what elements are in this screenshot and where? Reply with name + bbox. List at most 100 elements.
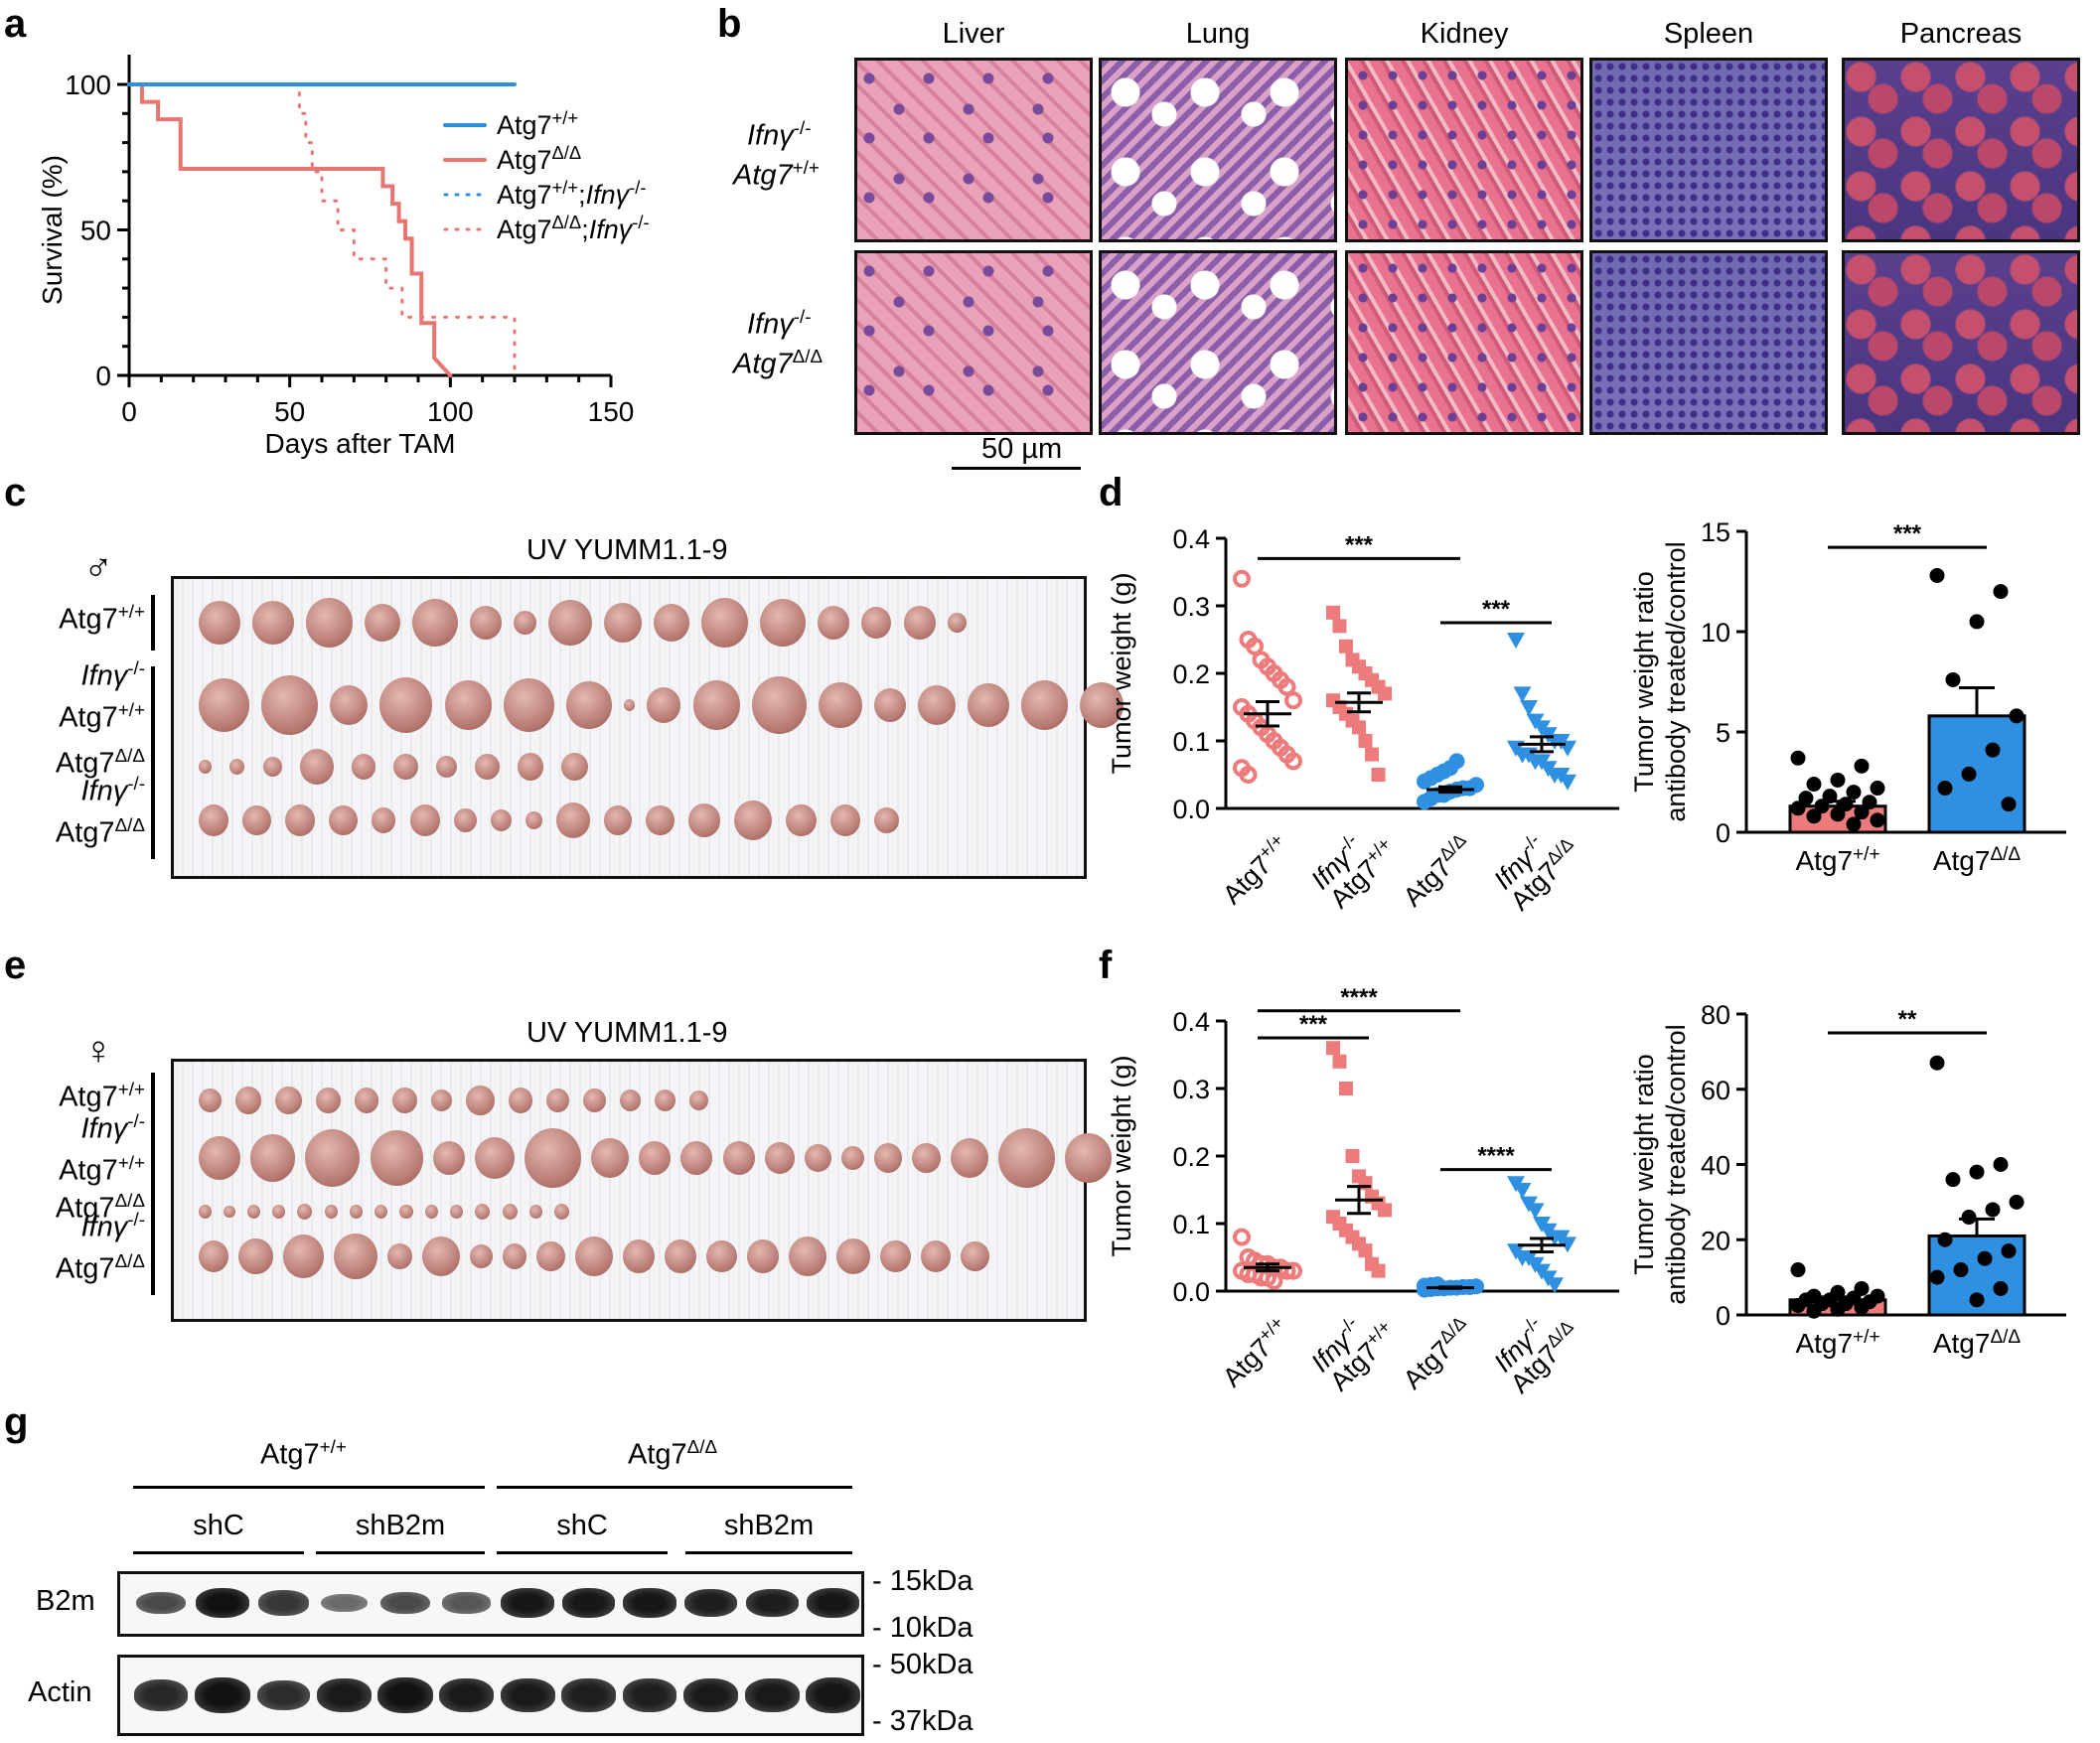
y-tick-label: 0.2 [1172, 659, 1210, 689]
row-label-part: Δ/Δ [114, 745, 145, 766]
tumor [603, 805, 633, 835]
histology-row-label-part: -/- [793, 306, 812, 327]
tumor [246, 1205, 260, 1219]
tumor [947, 613, 967, 633]
y-tick-label-part: 0.4 [1172, 1007, 1210, 1037]
data-point [1870, 781, 1885, 797]
row-bracket [151, 1188, 155, 1235]
histology-row-label: Ifnγ-/- [747, 306, 812, 342]
tumor [444, 680, 492, 730]
row-label-part: Atg7 [55, 816, 115, 849]
blot-band [501, 1588, 554, 1618]
tumor [874, 807, 899, 833]
tumor [528, 1205, 542, 1219]
tumor [199, 601, 240, 645]
tumor [786, 804, 817, 836]
x-tick-label: 150 [588, 396, 635, 427]
tumor [574, 1236, 613, 1276]
subgroup-label-part: shC [193, 1510, 244, 1541]
y-tick-label: 10 [1701, 618, 1730, 648]
legend-label-part: Atg7 [497, 145, 552, 175]
x-tick-label-part: 50 [274, 396, 305, 427]
row-label: Atg7+/+ [59, 699, 145, 735]
data-point [1929, 567, 1945, 583]
legend-label-part: ; [578, 180, 586, 210]
histology-row-label-part: Δ/Δ [792, 346, 824, 366]
significance-label: ** [1898, 1006, 1917, 1033]
tumor-ratio-chart-d: 0 5 10 15 Tumor weight ratio antibody treated… [1629, 517, 2066, 876]
row-label-part: Atg7 [55, 1192, 115, 1225]
tumor [272, 1205, 286, 1219]
tumor [873, 1143, 903, 1173]
y-tick-label: 100 [65, 70, 111, 100]
y-tick-label: 0.0 [1172, 795, 1210, 824]
tumor [692, 680, 740, 730]
y-tick-label-part: 100 [65, 70, 111, 100]
y-tick-label-part: 0.1 [1172, 1210, 1210, 1239]
y-tick-label-part: 40 [1701, 1151, 1730, 1181]
tumor [249, 1134, 296, 1182]
tumor [399, 1205, 413, 1219]
data-point [1265, 1271, 1283, 1290]
histology-column-label-part: Spleen [1663, 18, 1754, 50]
tumor [199, 1240, 229, 1272]
tumor [284, 804, 316, 836]
y-axis-label-part: Survival (%) [37, 155, 68, 305]
blot-band [806, 1588, 860, 1618]
tumor [653, 604, 689, 642]
significance-label: *** [1482, 596, 1511, 623]
tumor [950, 1138, 988, 1178]
data-point [1790, 750, 1806, 766]
y-axis-label-part: Tumor weight (g) [1107, 572, 1136, 774]
data-point [1559, 774, 1576, 791]
data-point [1993, 1280, 2009, 1296]
y-tick-label: 60 [1701, 1076, 1730, 1105]
y-tick-label: 0 [1716, 1301, 1730, 1331]
legend-label-part: Atg7 [497, 180, 552, 210]
data-point [2009, 1194, 2025, 1210]
histology-image [854, 58, 1093, 242]
data-point [1806, 808, 1822, 824]
y-tick-label: 0 [1716, 818, 1730, 848]
data-point [1448, 753, 1465, 770]
data-point [1790, 1262, 1806, 1278]
row-bracket [151, 1119, 155, 1197]
tumor [638, 1141, 672, 1175]
x-tick-label-part: 0 [121, 396, 137, 427]
histology-image [1099, 250, 1337, 435]
blot-band [380, 1591, 430, 1615]
x-category-label-part: Atg7 [1933, 845, 1991, 876]
row-label: Atg7Δ/Δ [56, 745, 145, 781]
histology-image [1345, 250, 1583, 435]
histology-row-label: Atg7Δ/Δ [733, 346, 823, 381]
tumor [622, 1239, 656, 1273]
histology-row-label-part: +/+ [792, 157, 820, 178]
blot-band [317, 1677, 372, 1713]
panel-letter-c: c [4, 471, 27, 514]
tumor [365, 604, 401, 642]
y-axis-label: Survival (%) [37, 155, 68, 305]
tumor [469, 606, 503, 640]
data-point [1953, 1262, 1969, 1278]
tumor [920, 1240, 952, 1272]
tumor [647, 687, 681, 723]
data-point [1371, 1263, 1386, 1278]
y-tick-label-part: 0 [95, 361, 111, 391]
histology-row-label-part: Ifnγ [747, 308, 794, 341]
legend-label-part: Atg7 [497, 215, 552, 244]
x-category-label: Atg7Δ/Δ [1933, 1327, 2022, 1360]
tumor [275, 1087, 302, 1114]
blot-band [561, 1678, 616, 1712]
x-category-label-part: +/+ [1853, 1327, 1880, 1348]
x-tick-label-part: 100 [427, 396, 474, 427]
significance-label-part: **** [1340, 984, 1378, 1011]
x-category-label-part: Δ/Δ [1990, 1327, 2021, 1348]
data-point [1277, 1261, 1296, 1280]
tumor [514, 611, 536, 635]
tumor [199, 1089, 222, 1112]
data-point [1520, 700, 1538, 716]
legend-label-part: Ifnγ [586, 180, 631, 210]
x-tick-label: 50 [274, 396, 305, 427]
legend-label-part: +/+ [552, 177, 579, 198]
